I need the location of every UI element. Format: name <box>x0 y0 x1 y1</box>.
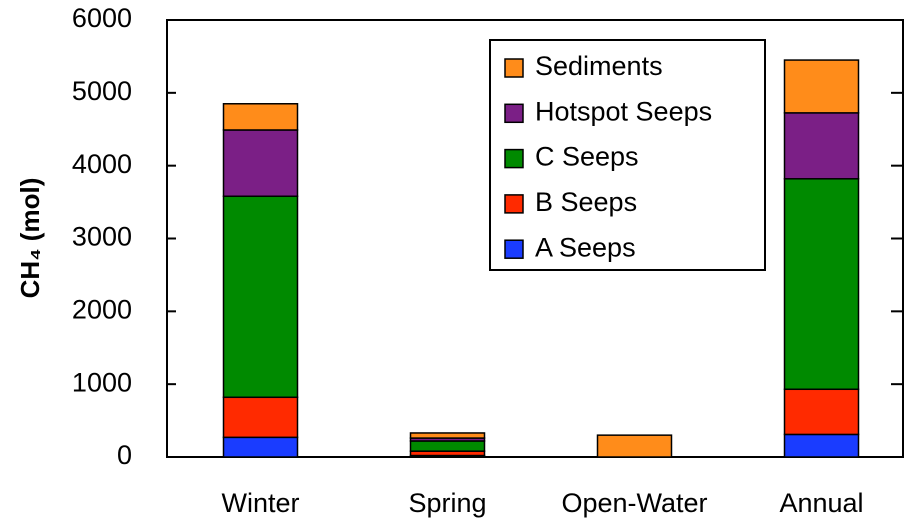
legend-swatch <box>504 194 524 214</box>
bar-segment <box>222 396 299 439</box>
y-tick-label: 6000 <box>72 3 132 33</box>
x-tick-label: Spring <box>408 488 486 518</box>
y-tick-label: 3000 <box>72 222 132 252</box>
legend-label: A Seeps <box>535 232 636 262</box>
x-tick-label: Winter <box>221 488 299 518</box>
legend-label: C Seeps <box>535 142 639 172</box>
legend-swatch <box>504 148 524 169</box>
bar-segment <box>783 388 860 436</box>
bar-segment <box>783 59 860 114</box>
bar-segment <box>783 112 860 180</box>
legend-label: B Seeps <box>535 187 637 217</box>
legend-swatch <box>504 239 524 259</box>
legend-swatch <box>504 58 524 78</box>
y-tick-label: 5000 <box>72 76 132 106</box>
x-tick-label: Annual <box>779 488 863 518</box>
y-tick-label: 4000 <box>72 149 132 179</box>
bar-segment <box>783 178 860 391</box>
bar-segment <box>596 434 673 458</box>
legend-box <box>489 39 766 271</box>
bar-segment <box>222 103 299 131</box>
y-tick-label: 1000 <box>72 367 132 397</box>
bar-segment <box>222 129 299 198</box>
bar-segment <box>222 195 299 399</box>
bar-segment <box>409 440 486 452</box>
bar-segment <box>783 433 860 458</box>
legend-label: Hotspot Seeps <box>535 96 712 126</box>
y-tick-label: 2000 <box>72 294 132 324</box>
bar-segment <box>222 436 299 458</box>
legend-swatch <box>504 103 524 124</box>
y-tick-label: 0 <box>117 440 132 470</box>
x-tick-label: Open-Water <box>561 488 707 518</box>
legend-label: Sediments <box>535 51 663 81</box>
y-axis-label: CH₄ (mol) <box>15 178 45 299</box>
bar-segment <box>409 432 486 439</box>
